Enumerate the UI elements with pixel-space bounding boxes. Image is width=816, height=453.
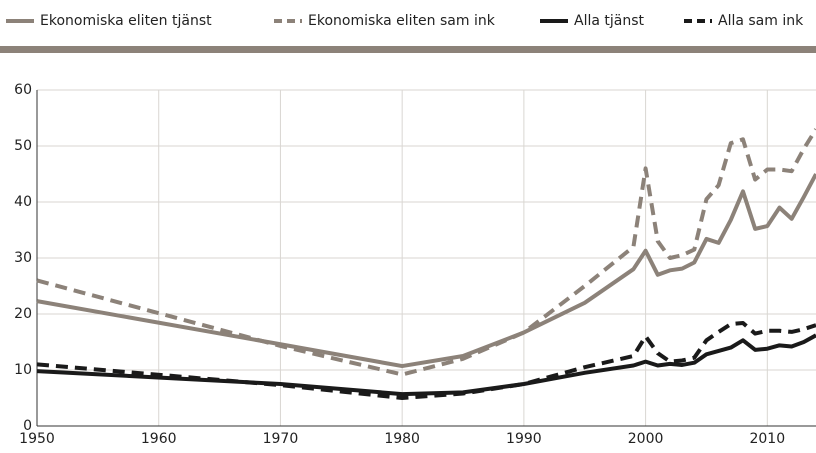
legend-label: Ekonomiska eliten sam ink [308, 13, 496, 29]
y-tick-label: 50 [14, 138, 32, 154]
series-line [36, 128, 816, 377]
x-tick-label: 1960 [141, 431, 177, 447]
x-tick-label: 2000 [628, 431, 664, 447]
x-tick-label: 1980 [384, 431, 420, 447]
legend-label: Alla sam ink [718, 13, 804, 29]
y-tick-label: 20 [14, 306, 32, 322]
legend-label: Alla tjänst [574, 13, 645, 29]
x-tick-label: 1990 [506, 431, 542, 447]
y-tick-label: 60 [14, 82, 32, 98]
series-line [36, 173, 816, 369]
series-line [36, 320, 816, 400]
x-tick-label: 1950 [19, 431, 55, 447]
x-tick-label: 2010 [749, 431, 785, 447]
series-line [36, 333, 816, 397]
legend-label: Ekonomiska eliten tjänst [40, 13, 212, 29]
y-tick-label: 40 [14, 194, 32, 210]
y-tick-label: 0 [23, 418, 32, 434]
y-tick-label: 10 [14, 362, 32, 378]
x-tick-label: 1970 [263, 431, 299, 447]
y-tick-label: 30 [14, 250, 32, 266]
header-bar [0, 46, 816, 53]
